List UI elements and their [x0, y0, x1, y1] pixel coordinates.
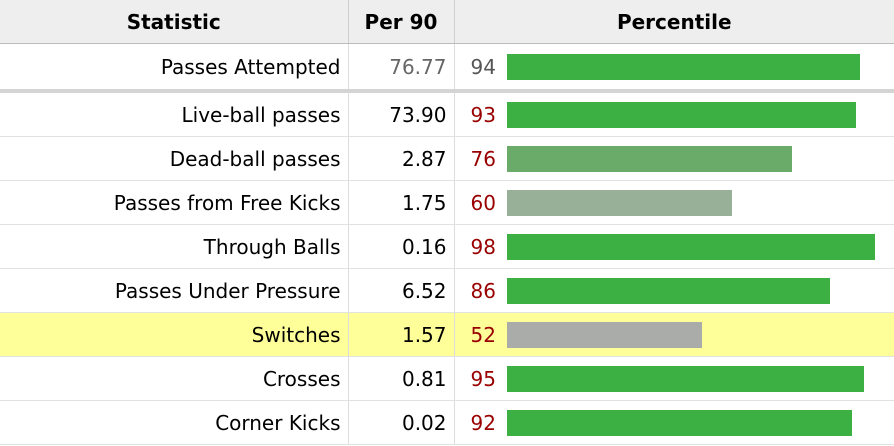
percentile-value: 52 [470, 322, 496, 347]
percentile-value: 98 [470, 234, 496, 259]
per90-value: 2.87 [348, 136, 455, 181]
per90-value: 73.90 [348, 91, 455, 137]
header-per90[interactable]: Per 90 [348, 0, 455, 44]
percentile-bar-track [506, 101, 883, 128]
stat-label: Passes from Free Kicks [0, 180, 349, 225]
per90-value: 6.52 [348, 268, 455, 313]
percentile-cell: 86 [454, 268, 894, 313]
percentile-bar [506, 101, 857, 128]
percentile-bar-track [506, 53, 883, 80]
percentile-cell: 95 [454, 356, 894, 401]
table-row-passes-attempted: Passes Attempted 76.77 94 [0, 43, 894, 93]
percentile-bar [506, 365, 864, 392]
percentile-bar-track [506, 365, 883, 392]
percentile-cell: 52 [454, 312, 894, 357]
percentile-bar-track [506, 189, 883, 216]
table-row-highlighted: Switches 1.57 52 [0, 312, 894, 357]
percentile-cell: 98 [454, 224, 894, 269]
percentile-cell: 60 [454, 180, 894, 225]
percentile-bar [506, 53, 860, 80]
header-row: Statistic Per 90 Percentile [0, 0, 894, 44]
stat-label: Crosses [0, 356, 349, 401]
stat-label: Passes Attempted [0, 43, 349, 93]
stat-label: Passes Under Pressure [0, 268, 349, 313]
table-row: Live-ball passes 73.90 93 [0, 91, 894, 137]
percentile-bar [506, 189, 733, 216]
percentile-value: 86 [470, 278, 496, 303]
per90-value: 0.81 [348, 356, 455, 401]
percentile-bar [506, 277, 830, 304]
table-row: Corner Kicks 0.02 92 [0, 400, 894, 445]
percentile-value: 60 [470, 190, 496, 215]
per90-value: 1.57 [348, 312, 455, 357]
percentile-value: 92 [470, 410, 496, 435]
header-percentile[interactable]: Percentile [454, 0, 894, 44]
table-row: Crosses 0.81 95 [0, 356, 894, 401]
table-row: Dead-ball passes 2.87 76 [0, 136, 894, 181]
stat-label: Switches [0, 312, 349, 357]
percentile-bar [506, 409, 853, 436]
percentile-bar-track [506, 277, 883, 304]
stat-label: Corner Kicks [0, 400, 349, 445]
percentile-value: 95 [470, 366, 496, 391]
per90-value: 76.77 [348, 43, 455, 93]
percentile-bar-track [506, 145, 883, 172]
percentile-cell: 94 [454, 43, 894, 93]
percentile-cell: 93 [454, 91, 894, 137]
stat-label: Through Balls [0, 224, 349, 269]
percentile-bar-track [506, 321, 883, 348]
per90-value: 0.16 [348, 224, 455, 269]
percentile-bar-track [506, 409, 883, 436]
header-statistic[interactable]: Statistic [0, 0, 349, 44]
per90-value: 0.02 [348, 400, 455, 445]
percentile-bar [506, 233, 875, 260]
table-row: Passes Under Pressure 6.52 86 [0, 268, 894, 313]
table-row: Through Balls 0.16 98 [0, 224, 894, 269]
percentile-value: 76 [470, 146, 496, 171]
percentile-cell: 76 [454, 136, 894, 181]
per90-value: 1.75 [348, 180, 455, 225]
stat-label: Dead-ball passes [0, 136, 349, 181]
percentile-value: 93 [470, 102, 496, 127]
table-row: Passes from Free Kicks 1.75 60 [0, 180, 894, 225]
percentile-value: 94 [470, 54, 496, 79]
percentile-cell: 92 [454, 400, 894, 445]
percentile-bar [506, 145, 793, 172]
percentile-bar-track [506, 233, 883, 260]
percentile-bar [506, 321, 703, 348]
stat-label: Live-ball passes [0, 91, 349, 137]
